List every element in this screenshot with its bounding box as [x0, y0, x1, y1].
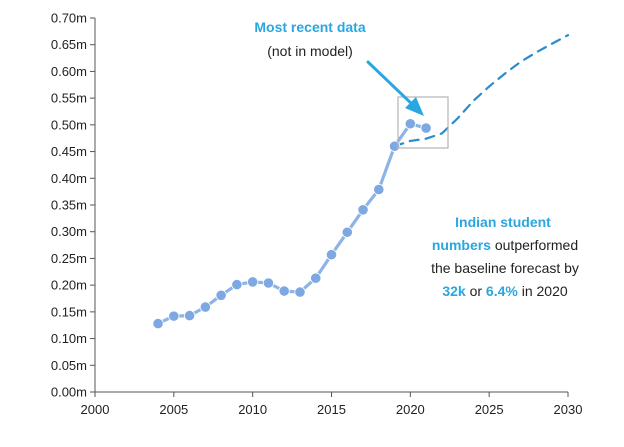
actual-data-point	[262, 277, 275, 289]
y-tick-label: 0.20m	[51, 278, 87, 293]
note-line-2-rest: outperformed	[491, 237, 578, 253]
actual-data-point	[341, 226, 353, 238]
x-tick-label: 2030	[554, 402, 583, 417]
actual-data-point	[184, 309, 196, 322]
y-tick-label: 0.40m	[51, 171, 87, 186]
y-tick-label: 0.45m	[51, 144, 87, 159]
y-tick-label: 0.65m	[51, 37, 87, 52]
note-line-1: Indian student	[455, 214, 551, 230]
y-tick-label: 0.55m	[51, 91, 87, 106]
actual-data-point	[420, 122, 432, 134]
actual-series	[152, 118, 432, 330]
actual-data-point	[215, 289, 227, 301]
y-tick-label: 0.30m	[51, 224, 87, 239]
x-tick-label: 2000	[81, 402, 110, 417]
x-tick-label: 2005	[159, 402, 188, 417]
actual-data-point	[310, 272, 322, 284]
note-tail: in 2020	[518, 283, 568, 299]
forecast-series	[393, 33, 570, 148]
y-tick-label: 0.15m	[51, 304, 87, 319]
y-tick-label: 0.10m	[51, 331, 87, 346]
actual-data-point	[247, 276, 259, 288]
y-tick-label: 0.25m	[51, 251, 87, 266]
y-axis: 0.00m 0.05m 0.10m 0.15m 0.20m 0.25m 0.30m 0.35m…	[51, 11, 96, 400]
callout-arrow	[366, 60, 424, 116]
x-tick-label: 2025	[475, 402, 504, 417]
x-tick-label: 2015	[317, 402, 346, 417]
y-tick-label: 0.70m	[51, 11, 87, 26]
y-tick-label: 0.00m	[51, 385, 87, 400]
forecast-line	[393, 33, 570, 148]
note-value-2: 6.4%	[486, 283, 518, 299]
actual-data-point	[325, 249, 338, 261]
callout-subtitle: (not in model)	[267, 43, 353, 59]
actual-data-point	[357, 204, 369, 216]
actual-data-point	[199, 301, 211, 313]
actual-data-point	[231, 279, 243, 291]
y-tick-label: 0.05m	[51, 358, 87, 373]
x-tick-label: 2010	[238, 402, 267, 417]
note-line-2-highlight: numbers	[432, 237, 491, 253]
y-tick-label: 0.50m	[51, 117, 87, 132]
x-tick-label: 2020	[396, 402, 425, 417]
note-value-1: 32k	[442, 283, 466, 299]
note-line-4: 32k or 6.4% in 2020	[442, 283, 568, 299]
callout-title: Most recent data	[254, 19, 365, 35]
forecast-note: Indian student numbers outperformed the …	[431, 214, 579, 299]
note-line-2: numbers outperformed	[432, 237, 578, 253]
actual-line	[156, 122, 428, 326]
note-line-3: the baseline forecast by	[431, 260, 579, 276]
x-axis: 2000 2005 2010 2015 2020 2025 2030	[81, 391, 583, 417]
recent-data-highlight-box	[397, 96, 449, 149]
actual-data-point	[404, 118, 416, 130]
note-connector: or	[466, 283, 486, 299]
actual-data-point	[294, 286, 306, 298]
actual-data-point	[168, 310, 180, 322]
y-tick-label: 0.60m	[51, 64, 87, 79]
actual-data-point	[388, 140, 401, 152]
y-tick-label: 0.35m	[51, 198, 87, 213]
actual-data-point	[278, 285, 290, 297]
actual-data-point	[373, 183, 385, 196]
actual-data-point	[152, 318, 164, 330]
